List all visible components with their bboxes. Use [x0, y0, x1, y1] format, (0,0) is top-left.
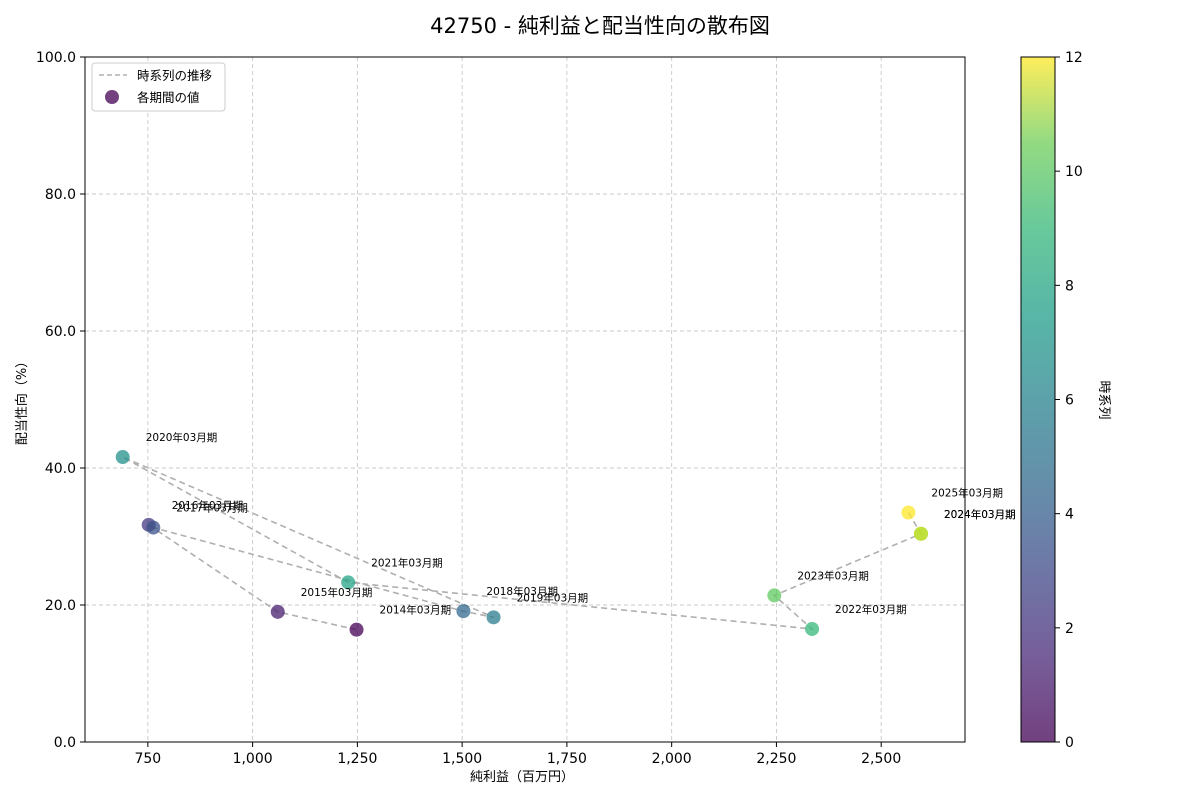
colorbar-label: 時系列 [1096, 380, 1111, 419]
data-point [349, 622, 364, 637]
data-point [146, 520, 161, 535]
point-label: 2025年03月期 [931, 487, 1003, 500]
y-tick-label: 100.0 [36, 50, 76, 66]
point-label: 2016年03月期 [172, 499, 244, 512]
point-label: 2018年03月期 [486, 585, 558, 598]
y-tick-label: 40.0 [45, 461, 76, 477]
point-label: 2023年03月期 [797, 569, 869, 582]
data-point [914, 526, 928, 541]
point-label: 2024年03月期 [944, 508, 1016, 521]
data-point [115, 450, 130, 465]
colorbar-tick-label: 12 [1065, 50, 1083, 66]
data-point [767, 588, 782, 603]
y-tick-label: 60.0 [45, 324, 76, 340]
x-tick-label: 2,250 [756, 751, 796, 767]
data-point [341, 575, 356, 590]
colorbar: 0 2 4 6 8 10 12 時系列 [1020, 50, 1111, 751]
point-label: 2024年03月期 [944, 508, 1016, 521]
x-tick-label: 1,750 [547, 751, 587, 767]
x-tick-label: 750 [134, 751, 161, 767]
x-tick-label: 2,500 [861, 751, 901, 767]
legend: 時系列の推移 各期間の値 [91, 62, 226, 112]
data-point [805, 621, 820, 636]
data-point [486, 610, 501, 625]
data-point [270, 604, 285, 619]
colorbar-tick-label: 0 [1065, 735, 1074, 751]
point-label: 2019年03月期 [517, 591, 589, 604]
colorbar-tick-label: 2 [1065, 621, 1074, 637]
point-label: 2017年03月期 [176, 502, 248, 515]
colorbar-tick-label: 4 [1065, 507, 1074, 523]
point-label: 2014年03月期 [380, 604, 452, 617]
series-line [122, 456, 923, 631]
colorbar-tick-label: 8 [1065, 278, 1074, 294]
colorbar-tick-label: 6 [1065, 393, 1074, 409]
x-tick-label: 2,000 [652, 751, 692, 767]
point-label: 2015年03月期 [301, 586, 373, 599]
point-label: 2020年03月期 [146, 431, 218, 444]
x-tick-label: 1,000 [233, 751, 273, 767]
x-axis-ticks: 750 1,000 1,250 1,500 1,750 2,000 2,250 2,500 [134, 742, 901, 767]
y-axis-ticks: 0.0 20.0 40.0 60.0 80.0 100.0 [36, 50, 85, 751]
colorbar-tick-label: 10 [1065, 164, 1083, 180]
point-label: 2022年03月期 [835, 603, 907, 616]
x-tick-label: 1,500 [442, 751, 482, 767]
x-tick-label: 1,250 [337, 751, 377, 767]
data-points [115, 450, 928, 637]
legend-entry-path: 時系列の推移 [137, 68, 212, 83]
legend-marker-swatch [105, 90, 119, 104]
y-tick-label: 20.0 [45, 598, 76, 614]
plot-frame [84, 56, 966, 743]
point-label: 2021年03月期 [371, 556, 443, 569]
colorbar-gradient [1020, 56, 1056, 743]
chart-title: 42750 - 純利益と配当性向の散布図 [430, 14, 770, 38]
grid-lines [85, 57, 965, 742]
data-point [456, 604, 471, 619]
colorbar-ticks: 0 2 4 6 8 10 12 [1055, 50, 1083, 751]
data-point [901, 505, 916, 520]
legend-entry-points: 各期間の値 [137, 90, 200, 105]
x-axis-label: 純利益（百万円） [470, 770, 574, 785]
y-tick-label: 0.0 [54, 735, 76, 751]
time-series-path [122, 456, 923, 631]
y-axis-label: 配当性向（%） [14, 355, 30, 445]
y-tick-label: 80.0 [45, 187, 76, 203]
